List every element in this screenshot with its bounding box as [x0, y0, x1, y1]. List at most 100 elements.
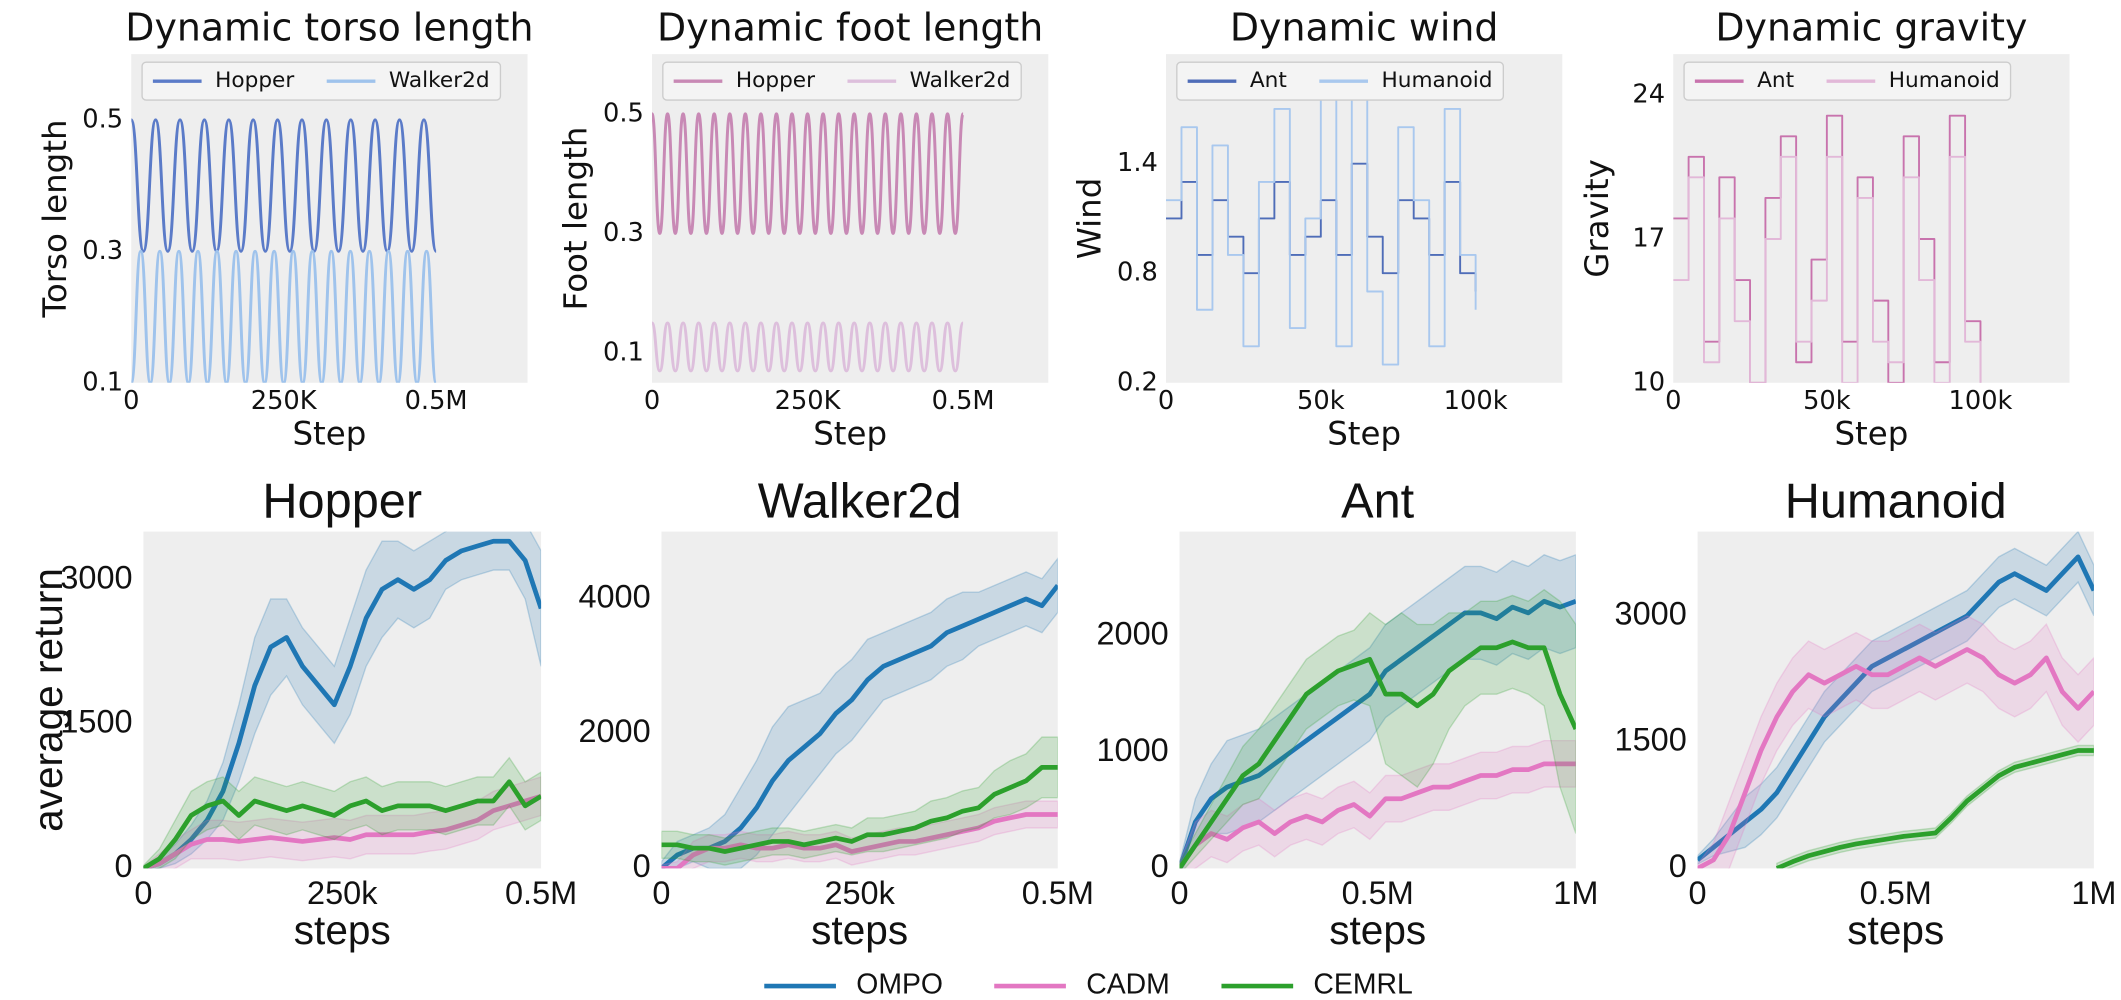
- x-tick-label: 0.5M: [1022, 875, 1094, 911]
- x-tick-label: 0.5M: [505, 875, 577, 911]
- chart-title: Dynamic gravity: [1715, 5, 2027, 49]
- x-axis-label: Step: [1834, 415, 1908, 453]
- legend-label: OMPO: [856, 969, 943, 1000]
- series-line: [1179, 639, 1576, 869]
- y-tick-label: 0.5: [603, 98, 644, 128]
- x-tick-label: 0: [644, 386, 660, 416]
- plot-background: [1673, 54, 2070, 383]
- x-axis-label: Step: [813, 415, 887, 453]
- series-line: [661, 764, 1058, 854]
- series-line: [143, 779, 542, 869]
- chart: Hopper steps average return 0 250k 0.5M 0 1500 3…: [25, 474, 577, 953]
- x-axis-label: steps: [811, 907, 908, 953]
- y-tick-label: 17: [1632, 223, 1665, 253]
- legend: Hopper Walker2d: [141, 61, 502, 101]
- plot-area: [652, 112, 965, 373]
- x-tick-label: 250k: [307, 875, 378, 911]
- y-tick-label: 0.3: [82, 236, 123, 266]
- x-axis-label: steps: [1847, 907, 1944, 953]
- series-line: [131, 249, 438, 383]
- x-tick-label: 0.5M: [1342, 875, 1414, 911]
- y-tick-label: 1000: [1097, 732, 1169, 768]
- x-tick-label: 0.5M: [405, 386, 468, 416]
- legend: Ant Humanoid: [1176, 61, 1505, 101]
- y-tick-label: 0.1: [82, 367, 123, 397]
- legend: Hopper Walker2d: [662, 61, 1022, 101]
- x-tick-label: 0.5M: [1860, 875, 1932, 911]
- x-tick-label: 100k: [1444, 386, 1508, 416]
- y-tick-label: 0.8: [1117, 258, 1158, 288]
- y-axis-label: Wind: [1071, 178, 1109, 260]
- chart: Dynamic gravity Step Gravity 0 50k 100k 10 17 24…: [1578, 5, 2070, 453]
- legend-label: Hopper: [736, 68, 815, 93]
- x-tick-label: 250k: [824, 875, 895, 911]
- x-axis-label: Step: [1327, 415, 1401, 453]
- chart-title: Ant: [1341, 474, 1415, 528]
- y-tick-label: 3000: [60, 559, 132, 595]
- y-tick-label: 0: [633, 848, 651, 884]
- error-band: [143, 531, 542, 869]
- series-line: [1179, 598, 1576, 869]
- legend: OMPO CADM CEMRL: [764, 969, 1413, 1000]
- y-tick-label: 1500: [60, 704, 132, 740]
- chart: Ant steps 0 0.5M 1M 0 1000 2000: [1097, 474, 1599, 953]
- chart-title: Dynamic wind: [1230, 5, 1499, 49]
- legend-label: Walker2d: [389, 68, 490, 93]
- plot-area: [1179, 554, 1576, 869]
- series-line: [652, 112, 965, 235]
- series-line: [661, 812, 1058, 869]
- x-tick-label: 0: [1689, 875, 1707, 911]
- series-line: [1697, 647, 2094, 869]
- error-band: [1179, 588, 1576, 869]
- plot-area: [661, 557, 1058, 869]
- y-tick-label: 2000: [578, 713, 650, 749]
- y-tick-label: 10: [1632, 367, 1665, 397]
- y-tick-label: 1500: [1615, 722, 1687, 758]
- plot-background: [131, 54, 528, 383]
- y-tick-label: 0.2: [1117, 367, 1158, 397]
- legend-label: Ant: [1250, 68, 1287, 93]
- series-line: [1179, 761, 1576, 869]
- chart-title: Walker2d: [758, 474, 962, 528]
- x-tick-label: 0: [1158, 386, 1174, 416]
- chart-title: Humanoid: [1785, 474, 2007, 528]
- x-axis-label: steps: [294, 907, 391, 953]
- plot-background: [1697, 531, 2094, 869]
- y-tick-label: 0: [1669, 848, 1687, 884]
- plot-area: [1697, 531, 2094, 869]
- legend-label: Ant: [1757, 68, 1794, 93]
- x-tick-label: 0: [1665, 386, 1681, 416]
- y-tick-label: 4000: [578, 579, 650, 615]
- legend-label: Hopper: [215, 68, 294, 93]
- chart-title: Dynamic foot length: [657, 5, 1043, 49]
- x-tick-label: 1M: [1553, 875, 1598, 911]
- series-line: [652, 321, 965, 373]
- y-tick-label: 0.1: [603, 337, 644, 367]
- y-tick-label: 1.4: [1117, 148, 1158, 178]
- y-tick-label: 0.5: [82, 104, 123, 134]
- legend-box: [662, 61, 1022, 101]
- x-axis-label: Step: [292, 415, 366, 453]
- y-tick-label: 2000: [1097, 616, 1169, 652]
- plot-area: [1673, 114, 1982, 383]
- legend-box: [141, 61, 502, 101]
- plot-background: [1179, 531, 1576, 869]
- error-band: [661, 800, 1058, 869]
- error-band: [1697, 615, 2094, 869]
- x-tick-label: 50k: [1803, 386, 1851, 416]
- plot-background: [652, 54, 1049, 383]
- y-tick-label: 3000: [1615, 595, 1687, 631]
- x-tick-label: 0: [1171, 875, 1189, 911]
- x-tick-label: 50k: [1297, 386, 1345, 416]
- x-axis-label: steps: [1329, 907, 1426, 953]
- y-tick-label: 0: [1151, 848, 1169, 884]
- y-axis-label: Gravity: [1578, 159, 1616, 278]
- series-line: [143, 538, 542, 869]
- legend-label: Humanoid: [1889, 68, 2000, 93]
- chart: Walker2d steps 0 250k 0.5M 0 2000 4000: [578, 474, 1093, 953]
- chart: Humanoid steps 0 0.5M 1M 0 1500 3000: [1615, 474, 2117, 953]
- error-band: [1697, 531, 2094, 865]
- y-tick-label: 24: [1632, 80, 1665, 110]
- y-axis-label: Torso length: [36, 119, 74, 318]
- y-axis-label: Foot length: [557, 127, 595, 311]
